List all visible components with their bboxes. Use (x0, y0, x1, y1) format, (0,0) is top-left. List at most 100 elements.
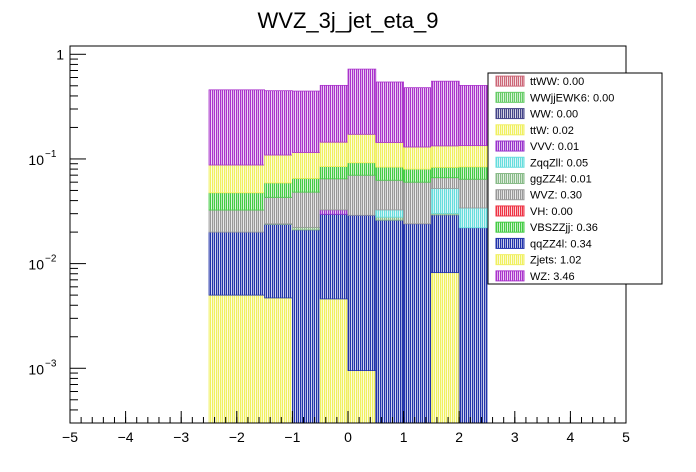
legend-swatch-ttw (495, 124, 525, 136)
bar-vbszzjj-bin-5 (375, 166, 404, 181)
legend-label-wz: WZ: 3.46 (530, 271, 575, 283)
bars-layer (208, 68, 488, 424)
legend-swatch-vbszzjj (495, 221, 525, 233)
y-tick-label: 10 (28, 152, 44, 168)
legend-label-ww: WW: 0.00 (530, 109, 578, 121)
bar-vbszzjj-bin-3 (319, 166, 349, 180)
y-tick-label: 10 (28, 361, 44, 377)
legend-label-wwjjewk6: WWjjEWK6: 0.00 (530, 92, 614, 104)
bar-vbszzjj-bin-4 (347, 162, 377, 176)
x-tick-label: −2 (229, 429, 245, 445)
bar-wvz-bin-0 (208, 209, 265, 233)
legend-swatch-zqqzll (495, 156, 525, 168)
y-tick-label: 10 (28, 257, 44, 273)
bar-vbszzjj-bin-0 (208, 192, 265, 211)
legend-label-zjets: Zjets: 1.02 (530, 255, 581, 267)
bar-vvv-bin-3 (319, 209, 349, 215)
bar-wz-bin-6 (403, 87, 432, 148)
bar-wvz-bin-6 (403, 181, 432, 225)
bar-wz-bin-3 (319, 84, 349, 143)
bar-wz-bin-1 (264, 90, 293, 156)
legend-swatch-wz (495, 270, 525, 282)
bar-ttw-bin-8 (458, 145, 488, 168)
bar-zqqzll-bin-8 (458, 207, 488, 229)
x-tick-label: 3 (511, 429, 519, 445)
legend-swatch-ww (495, 108, 525, 120)
bar-wz-bin-7 (430, 80, 460, 147)
bar-qqzz4l-bin-8 (458, 227, 488, 424)
bar-wvz-bin-1 (264, 196, 293, 225)
bar-wz-bin-0 (208, 89, 265, 166)
y-tick-exponent: −2 (45, 254, 57, 265)
legend-label-zqqzll: ZqqZll: 0.05 (530, 157, 588, 169)
legend-swatch-ggzz4l (495, 173, 525, 184)
bar-ggzz4l-bin-5 (375, 216, 404, 221)
bar-qqzz4l-bin-7 (430, 214, 460, 274)
bar-ttw-bin-0 (208, 164, 265, 194)
legend-label-qqzz4l: qqZZ4l: 0.34 (530, 238, 592, 250)
bar-wz-bin-5 (375, 81, 404, 143)
bar-vbszzjj-bin-8 (458, 166, 488, 180)
axes-layer: −5 −4 −3 −2 −1 0 1 2 3 4 510 −310 −210 −11 (28, 46, 630, 445)
bar-zqqzll-bin-7 (430, 188, 460, 214)
bar-ttw-bin-4 (347, 133, 377, 164)
bar-zjets-bin-0 (208, 294, 265, 424)
bar-ttw-bin-7 (430, 145, 460, 168)
chart-title: WVZ_3j_jet_eta_9 (258, 8, 439, 33)
legend-label-vh: VH: 0.00 (530, 206, 573, 218)
y-tick-exponent: −1 (45, 149, 57, 160)
bar-wvz-bin-2 (291, 191, 321, 228)
legend-swatch-vvv (495, 140, 525, 152)
y-tick-exponent: −3 (45, 358, 57, 369)
bar-zjets-bin-4 (347, 370, 377, 424)
bar-wvz-bin-3 (319, 178, 349, 211)
bar-zjets-bin-1 (264, 297, 293, 424)
bar-ttw-bin-6 (403, 146, 432, 170)
bar-ttw-bin-3 (319, 141, 349, 167)
x-tick-label: 1 (400, 429, 408, 445)
bar-wvz-bin-4 (347, 174, 377, 216)
legend-swatch-zjets (495, 254, 525, 266)
x-tick-label: −4 (118, 429, 134, 445)
bar-zjets-bin-7 (430, 272, 460, 424)
x-tick-label: 5 (622, 429, 630, 445)
bar-ttw-bin-5 (375, 142, 404, 168)
bar-zjets-bin-3 (319, 298, 349, 424)
bar-wz-bin-8 (458, 85, 488, 147)
legend: ttWW: 0.00 WWjjEWK6: 0.00 WW: 0.00 ttW: 0.0… (487, 72, 663, 285)
bar-vbszzjj-bin-6 (403, 168, 432, 183)
bar-wz-bin-2 (291, 90, 321, 153)
legend-label-vvv: VVV: 0.01 (530, 141, 579, 153)
bar-wz-bin-4 (347, 68, 377, 135)
bar-ttw-bin-2 (291, 152, 321, 179)
x-tick-label: −5 (62, 429, 78, 445)
bar-ttw-bin-1 (264, 154, 293, 184)
bar-vbszzjj-bin-1 (264, 182, 293, 198)
legend-label-vbszzjj: VBSZZjj: 0.36 (530, 222, 598, 234)
x-tick-label: 0 (344, 429, 352, 445)
legend-label-ggzz4l: ggZZ4l: 0.01 (530, 174, 592, 186)
bar-wvz-bin-7 (430, 177, 460, 189)
y-tick-label: 1 (56, 46, 64, 62)
bar-vbszzjj-bin-7 (430, 166, 460, 179)
bar-qqzz4l-bin-1 (264, 223, 293, 299)
bar-qqzz4l-bin-4 (347, 214, 377, 372)
legend-swatch-wvz (495, 189, 525, 201)
x-tick-label: 2 (455, 429, 463, 445)
x-tick-label: −3 (173, 429, 189, 445)
bar-qqzz4l-bin-6 (403, 223, 432, 424)
bar-qqzz4l-bin-5 (375, 219, 404, 424)
legend-label-ttww: ttWW: 0.00 (530, 76, 584, 88)
bar-wvz-bin-5 (375, 179, 404, 211)
bar-qqzz4l-bin-2 (291, 229, 321, 424)
bar-wvz-bin-8 (458, 178, 488, 209)
legend-swatch-vh (495, 205, 525, 217)
legend-swatch-qqzz4l (495, 237, 525, 249)
bar-vbszzjj-bin-2 (291, 177, 321, 193)
x-tick-label: 4 (567, 429, 575, 445)
legend-swatch-ttww (495, 75, 525, 87)
legend-label-ttw: ttW: 0.02 (530, 125, 574, 137)
x-tick-label: −1 (284, 429, 300, 445)
legend-swatch-wwjjewk6 (495, 91, 525, 103)
